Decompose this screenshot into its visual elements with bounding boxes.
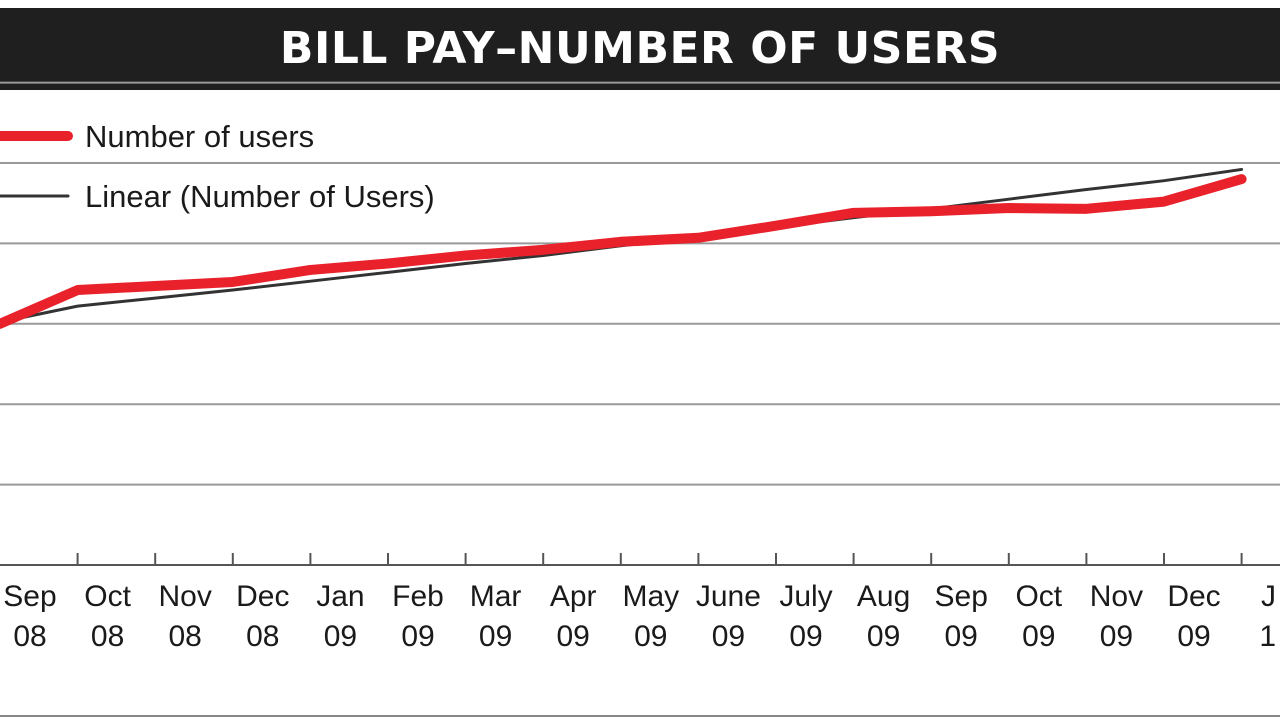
x-axis — [0, 553, 1280, 717]
x-tick-label-month: Nov — [159, 580, 212, 613]
gridlines — [0, 81, 1280, 486]
x-tick-label-month: Oct — [84, 580, 131, 613]
x-tick-label-year: 09 — [945, 620, 978, 653]
x-tick-label-year: 09 — [1100, 620, 1133, 653]
x-tick-label-month: Dec — [236, 580, 289, 613]
x-tick-label-month: Aug — [857, 580, 910, 613]
x-tick-label-year: 09 — [867, 620, 900, 653]
x-tick-label-year: 09 — [634, 620, 667, 653]
x-tick-label-year: 09 — [324, 620, 357, 653]
x-tick-labels: Sep 08 Oct 08 Nov 08 Dec 08 Jan 09 Feb 09 Mar 09 Apr 09… — [3, 580, 1276, 653]
x-tick-label-month: J — [1261, 580, 1276, 613]
x-tick-label-month: Apr — [550, 580, 597, 613]
x-tick-label-month: Dec — [1167, 580, 1220, 613]
chart-title: BILL PAY–NUMBER OF USERS — [0, 8, 1280, 90]
x-tick-label-year: 08 — [91, 620, 124, 653]
legend-label: Linear (Number of Users) — [85, 179, 435, 214]
x-tick-label-year: 08 — [169, 620, 202, 653]
series-lines — [0, 167, 1247, 329]
x-tick-label-year: 09 — [712, 620, 745, 653]
series-line-number-of-users — [0, 174, 1247, 329]
legend: Number of users Linear (Number of Users) — [0, 119, 435, 214]
x-tick-label-month: Oct — [1015, 580, 1062, 613]
x-tick-label-year: 09 — [557, 620, 590, 653]
x-tick-label-month: June — [696, 580, 761, 613]
x-tick-label-month: Feb — [392, 580, 444, 613]
x-tick-label-month: Nov — [1090, 580, 1143, 613]
x-tick-label-month: July — [779, 580, 832, 613]
x-tick-label-year: 08 — [13, 620, 46, 653]
x-tick-label-year: 09 — [1177, 620, 1210, 653]
x-tick-label-month: Sep — [3, 580, 56, 613]
x-tick-label-month: May — [622, 580, 679, 613]
x-tick-label-year: 09 — [479, 620, 512, 653]
x-tick-label-month: Jan — [316, 580, 364, 613]
x-tick-label-month: Sep — [935, 580, 988, 613]
x-tick-label-year: 09 — [789, 620, 822, 653]
x-tick-label-month: Mar — [470, 580, 522, 613]
x-tick-label-year: 1 — [1259, 620, 1276, 653]
x-tick-label-year: 09 — [401, 620, 434, 653]
legend-label: Number of users — [85, 119, 314, 154]
x-tick-label-year: 08 — [246, 620, 279, 653]
x-tick-label-year: 09 — [1022, 620, 1055, 653]
